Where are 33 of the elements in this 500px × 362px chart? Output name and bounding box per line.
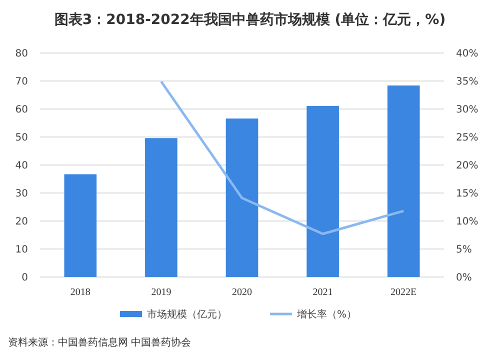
y2-tick-label: 10% [456,216,478,228]
y2-tick-label: 0% [456,272,472,284]
x-tick-label: 2019 [151,287,172,298]
x-tick-label: 2018 [70,287,90,298]
y-tick-label: 20 [15,216,28,228]
bar [64,174,97,277]
y-tick-label: 70 [15,76,28,88]
y-tick-label: 40 [15,160,28,172]
y2-tick-label: 25% [456,132,478,144]
y-tick-label: 80 [15,48,28,60]
y-tick-label: 10 [15,244,28,256]
y2-tick-label: 30% [456,104,478,116]
y2-tick-label: 20% [456,160,478,172]
legend-label: 增长率（%） [296,308,357,320]
y-tick-label: 30 [15,188,28,200]
x-tick-label: 2020 [232,287,252,298]
y-tick-label: 0 [22,272,28,284]
x-tick-label: 2022E [390,287,417,298]
y-tick-label: 50 [15,132,28,144]
y2-tick-label: 15% [456,188,478,200]
chart-title: 图表3：2018-2022年我国中兽药市场规模 (单位：亿元，%) [54,11,446,28]
y-tick-label: 60 [15,104,28,116]
bar [145,138,178,277]
bar [306,106,339,277]
x-tick-label: 2021 [312,287,333,298]
y2-tick-label: 35% [456,76,478,88]
text: 资料来源：中国兽药信息网 中国兽药协会 [8,336,192,348]
bar [226,118,258,277]
legend-label: 市场规模（亿元） [147,308,227,320]
y2-tick-label: 5% [456,244,472,256]
line-series [160,80,405,236]
bar [387,85,420,277]
y2-tick-label: 40% [456,48,478,60]
